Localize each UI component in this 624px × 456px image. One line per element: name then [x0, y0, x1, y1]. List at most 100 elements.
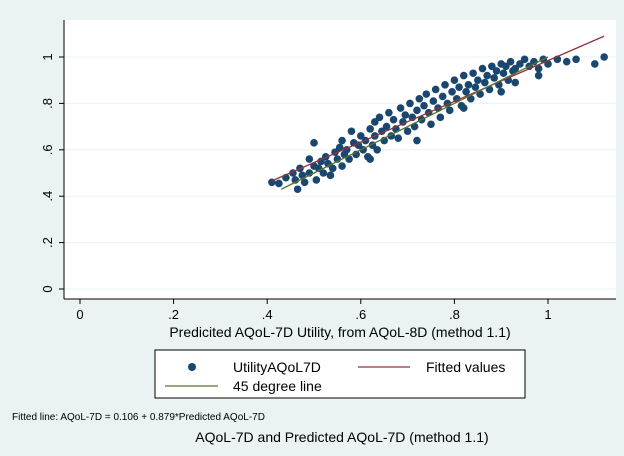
legend-label-45: 45 degree line	[233, 378, 322, 394]
data-point	[455, 83, 463, 91]
fit-note: Fitted line: AQoL-7D = 0.106 + 0.879*Pre…	[12, 412, 265, 423]
data-point	[511, 64, 520, 73]
legend-label-fitted: Fitted values	[426, 359, 505, 375]
data-point	[394, 134, 403, 142]
data-point	[328, 164, 337, 173]
data-point	[534, 71, 543, 80]
y-tick-label: .4	[40, 191, 55, 202]
x-tick-label: 1	[544, 307, 551, 322]
y-tick-label: 0	[40, 285, 55, 292]
data-point	[366, 155, 374, 163]
data-point	[471, 83, 480, 91]
data-point	[481, 78, 489, 87]
data-point	[520, 55, 529, 64]
x-axis-label: Predicited AQoL-7D Utility, from AQoL-8D…	[169, 324, 510, 340]
data-point	[429, 97, 438, 105]
legend-label-utility: UtilityAQoL7D	[233, 359, 321, 375]
data-point	[490, 74, 498, 82]
data-point	[338, 162, 346, 170]
data-point	[275, 179, 283, 188]
degree-45-line	[280, 56, 549, 190]
data-point	[403, 127, 412, 136]
data-point	[534, 64, 543, 73]
data-point	[572, 55, 580, 64]
data-point	[389, 115, 398, 124]
y-tick-label: .8	[40, 98, 55, 109]
data-point	[497, 88, 506, 96]
data-point	[506, 57, 515, 66]
data-point	[502, 62, 510, 71]
data-point	[319, 169, 328, 177]
data-point	[600, 53, 608, 61]
y-tick-label: .6	[40, 144, 55, 155]
data-point	[401, 111, 410, 119]
data-point	[562, 57, 571, 66]
y-ticks: 0 .2 .4 .6 .8 1	[40, 53, 64, 293]
legend-marker-utility	[188, 363, 196, 371]
data-point	[413, 106, 421, 115]
data-point	[366, 125, 374, 133]
data-point	[317, 157, 325, 166]
x-tick-label: .8	[449, 307, 460, 322]
x-tick-label: 0	[76, 307, 83, 322]
data-point	[396, 104, 405, 112]
data-point	[310, 139, 318, 147]
data-point	[474, 76, 482, 84]
chart-caption: AQoL-7D and Predicted AQoL-7D (method 1.…	[195, 429, 488, 445]
data-point	[436, 113, 445, 122]
data-point	[464, 81, 473, 89]
data-point	[371, 118, 379, 126]
data-point	[357, 132, 365, 140]
data-point	[300, 178, 309, 187]
data-point	[420, 101, 428, 110]
x-tick-label: .2	[168, 307, 179, 322]
data-point	[431, 85, 440, 94]
data-point	[338, 136, 346, 145]
data-point	[462, 88, 470, 96]
data-point	[385, 108, 393, 117]
data-point	[450, 76, 459, 84]
data-point	[375, 113, 384, 122]
data-point	[488, 62, 496, 71]
data-point	[373, 146, 381, 154]
data-point	[469, 69, 477, 78]
legend: UtilityAQoL7D Fitted values 45 degree li…	[154, 349, 526, 399]
data-point	[459, 104, 468, 112]
data-point	[312, 176, 321, 184]
legend-box	[154, 349, 526, 399]
data-point	[516, 60, 524, 68]
data-point	[441, 81, 449, 89]
data-point	[492, 67, 501, 75]
data-point	[305, 155, 314, 163]
data-point	[293, 185, 302, 194]
data-point	[354, 141, 363, 149]
data-point	[335, 143, 344, 152]
data-point	[438, 92, 447, 101]
data-point	[483, 71, 491, 80]
y-tick-label: .2	[40, 237, 55, 248]
data-point	[399, 118, 407, 126]
data-point	[499, 69, 508, 78]
data-point	[478, 64, 487, 73]
data-point	[511, 78, 520, 87]
data-point	[445, 106, 454, 115]
data-point	[406, 99, 414, 108]
data-point	[382, 122, 391, 131]
data-point	[413, 136, 421, 145]
x-ticks: 0 .2 .4 .6 .8 1	[76, 299, 552, 322]
y-tick-label: 1	[40, 53, 55, 60]
data-point	[347, 127, 356, 136]
x-tick-label: .4	[262, 307, 273, 322]
data-point	[427, 120, 435, 129]
data-point	[415, 94, 424, 103]
data-point	[422, 90, 431, 98]
data-point	[591, 60, 599, 68]
data-point	[326, 171, 335, 180]
data-point	[448, 88, 456, 96]
scatter-points	[268, 53, 608, 194]
x-tick-label: .6	[355, 307, 366, 322]
fitted-values-line	[271, 35, 605, 182]
data-point	[459, 71, 468, 80]
